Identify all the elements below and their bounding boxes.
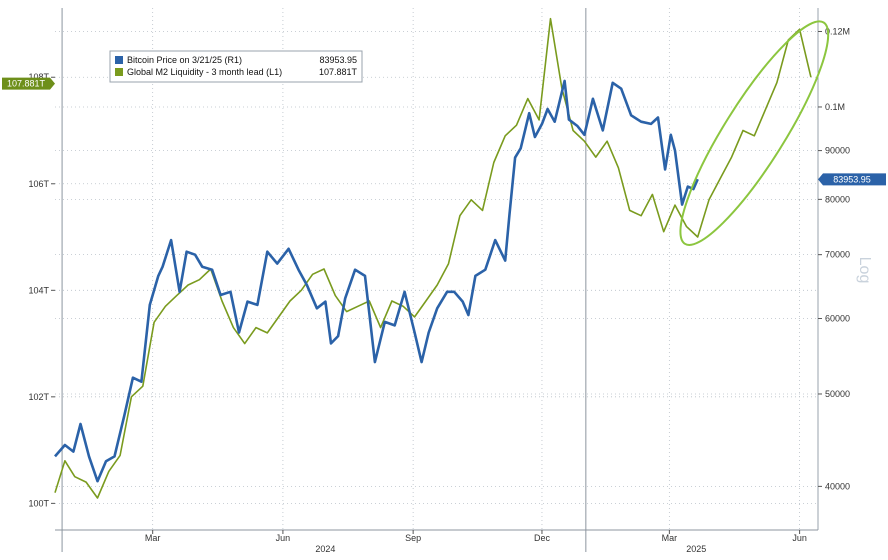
- trend-ellipse-annotation: [679, 20, 830, 246]
- legend-label-m2: Global M2 Liquidity - 3 month lead (L1): [127, 67, 282, 77]
- legend: Bitcoin Price on 3/21/25 (R1) 83953.95 G…: [109, 50, 363, 83]
- grid-lines: [55, 8, 818, 530]
- x-tick-label: Mar: [145, 533, 161, 543]
- x-tick-label: Mar: [662, 533, 678, 543]
- right-tick-label: 50000: [825, 389, 850, 399]
- bitcoin-price-line: [54, 79, 699, 483]
- right-axis: 40000 50000 60000 70000 80000 90000 0.1M 0.12M L…: [817, 8, 873, 530]
- left-tick-label: 102T: [28, 392, 49, 402]
- x-tick-label: Dec: [534, 533, 551, 543]
- right-tick-label: 70000: [825, 250, 850, 260]
- value-tags: 107.881T 83953.95: [2, 77, 886, 186]
- right-current-label: 83953.95: [833, 174, 871, 184]
- left-axis: 100T 102T 104T 106T 108T: [28, 72, 55, 508]
- legend-box: [109, 50, 363, 83]
- legend-swatch-bitcoin: [115, 56, 123, 64]
- right-tick-label: 60000: [825, 313, 850, 323]
- legend-label-bitcoin: Bitcoin Price on 3/21/25 (R1): [127, 55, 242, 65]
- left-tick-label: 104T: [28, 285, 49, 295]
- right-tick-label: 90000: [825, 146, 850, 156]
- x-tick-label: Sep: [405, 533, 421, 543]
- x-axis: Mar Jun Sep Dec Mar Jun 2024 2025: [55, 529, 818, 554]
- left-current-tag: [2, 77, 55, 90]
- x-tick-label: Jun: [792, 533, 807, 543]
- left-tick-label: 100T: [28, 498, 49, 508]
- year-dividers: [61, 8, 587, 552]
- legend-value-bitcoin: 83953.95: [319, 55, 357, 65]
- right-tick-label: 80000: [825, 194, 850, 204]
- x-year-label: 2024: [315, 544, 335, 554]
- right-tick-label: 0.1M: [825, 102, 845, 112]
- legend-swatch-m2: [115, 68, 123, 76]
- left-current-label: 107.881T: [7, 79, 46, 89]
- log-scale-label: Log: [856, 257, 873, 284]
- right-tick-label: 40000: [825, 481, 850, 491]
- left-tick-label: 108T: [28, 72, 49, 82]
- series-lines: [54, 17, 812, 499]
- global-m2-line: [54, 17, 812, 499]
- right-current-tag: [818, 173, 886, 186]
- x-tick-label: Jun: [276, 533, 291, 543]
- legend-value-m2: 107.881T: [319, 67, 358, 77]
- left-tick-label: 106T: [28, 179, 49, 189]
- rally-ellipse: [679, 20, 830, 246]
- x-year-label: 2025: [686, 544, 706, 554]
- right-tick-label: 0.12M: [825, 26, 850, 36]
